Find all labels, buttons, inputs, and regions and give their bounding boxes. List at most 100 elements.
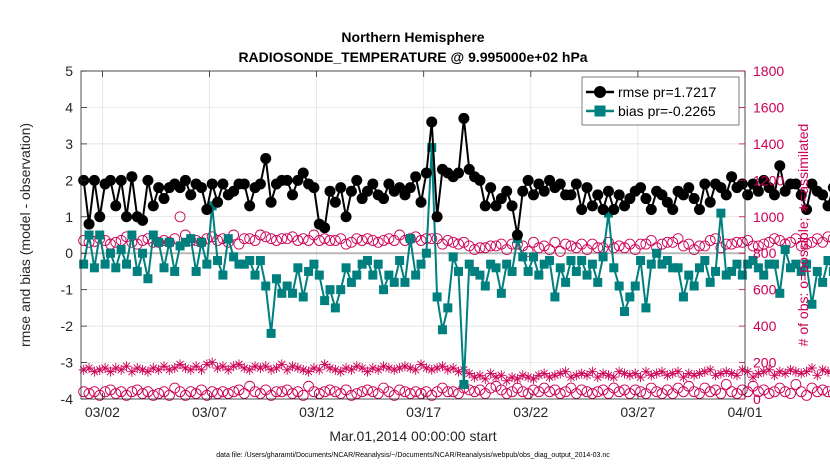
bias-point	[320, 296, 330, 306]
obs-possible-min-point	[335, 388, 347, 399]
asterisk-stroke	[588, 367, 597, 376]
obs-assimilated-point	[126, 366, 137, 377]
bias-point	[207, 201, 217, 211]
asterisk-stroke	[492, 373, 500, 381]
obs-possible-min-point	[635, 386, 647, 398]
asterisk-stroke	[615, 367, 623, 376]
obs-possible-min-point	[313, 388, 325, 399]
obs-possible-min-point	[137, 388, 149, 399]
obs-possible-min-point	[249, 386, 261, 398]
obs-possible-min-point	[661, 384, 673, 396]
x-axis-label: Mar.01,2014 00:00:00 start	[329, 428, 496, 444]
bias-point	[138, 248, 148, 258]
bias-point	[759, 270, 769, 280]
rmse-point	[511, 229, 523, 241]
obs-possible-point	[372, 236, 384, 248]
bias-point	[400, 277, 410, 287]
obs-assimilated-point	[748, 372, 759, 383]
bias-point	[277, 288, 287, 298]
obs-possible-min-point	[817, 384, 829, 396]
obs-possible-min-point	[469, 386, 481, 398]
obs-possible-min-point	[169, 382, 181, 394]
asterisk-stroke	[208, 358, 217, 367]
obs-possible-min-point	[704, 386, 716, 398]
y-tick-label: -2	[61, 318, 74, 334]
y-tick-label: -3	[61, 355, 74, 371]
obs-possible-min-point	[485, 382, 497, 394]
asterisk-stroke	[192, 362, 200, 371]
y2-tick-label: 600	[753, 282, 777, 298]
bias-point	[828, 266, 830, 276]
obs-possible-point	[378, 235, 389, 246]
rmse-point	[667, 203, 679, 215]
obs-possible-min-point	[806, 382, 818, 394]
bias-point	[148, 230, 158, 240]
bias-point	[614, 281, 624, 291]
obs-assimilated-point	[640, 366, 651, 377]
asterisk-stroke	[476, 371, 484, 380]
asterisk-stroke	[824, 369, 830, 376]
y-tick-label: 2	[65, 172, 73, 188]
asterisk-stroke	[759, 367, 768, 376]
rmse-point	[581, 182, 593, 194]
obs-possible-point	[747, 240, 759, 252]
bias-point	[598, 252, 608, 262]
asterisk-stroke	[203, 360, 211, 369]
obs-possible-min-point	[271, 386, 282, 398]
obs-possible-min-point	[528, 384, 539, 396]
obs-possible-point	[474, 242, 486, 254]
bias-point	[802, 259, 812, 269]
obs-possible-min-point	[201, 389, 213, 401]
obs-possible-point	[586, 238, 598, 250]
asterisk-stroke	[379, 362, 388, 371]
obs-possible-point	[340, 238, 352, 250]
rmse-point	[699, 178, 711, 190]
obs-assimilated-point	[464, 368, 475, 379]
obs-possible-min-point	[790, 378, 802, 390]
obs-possible-point	[137, 235, 149, 246]
bias-point	[261, 281, 271, 291]
rmse-point	[704, 196, 716, 208]
obs-possible-min-point	[608, 382, 620, 394]
obs-possible-min-point	[656, 388, 668, 399]
bias-point	[314, 270, 324, 280]
rmse-point	[527, 189, 539, 201]
obs-possible-point	[694, 240, 705, 252]
obs-possible-min-point	[581, 386, 593, 398]
rmse-point	[115, 174, 127, 186]
bias-point	[325, 285, 335, 295]
obs-possible-min-point	[297, 389, 309, 401]
bias-point	[518, 252, 528, 262]
obs-possible-point	[479, 242, 491, 254]
bias-point	[470, 266, 480, 276]
bias-point	[379, 285, 389, 295]
obs-possible-min-point	[415, 388, 427, 399]
data-file-footnote: data file: /Users/gharamti/Documents/NCA…	[216, 452, 610, 459]
asterisk-stroke	[695, 369, 704, 378]
bias-point	[496, 288, 506, 298]
obs-possible-min-point	[645, 382, 657, 394]
rmse-point	[479, 200, 491, 212]
y-tick-label: 5	[65, 63, 73, 79]
asterisk-stroke	[604, 371, 613, 380]
bias-point	[464, 259, 474, 269]
rmse-point	[244, 200, 256, 212]
rmse-point	[522, 174, 534, 186]
asterisk-stroke	[647, 371, 656, 380]
rmse-point	[185, 189, 197, 201]
bias-point	[143, 274, 153, 284]
obs-possible-min-point	[619, 384, 630, 396]
obs-possible-min-point	[629, 384, 641, 396]
obs-assimilated-point	[260, 361, 271, 372]
rmse-point	[554, 178, 566, 190]
bias-point	[539, 259, 549, 269]
asterisk-stroke	[122, 362, 131, 371]
bias-point	[678, 292, 688, 302]
bias-point	[154, 237, 164, 247]
obs-assimilated-point	[217, 361, 228, 372]
bias-point	[711, 266, 721, 276]
asterisk-stroke	[390, 366, 399, 374]
asterisk-stroke	[572, 371, 581, 380]
bias-point	[555, 263, 565, 273]
asterisk-stroke	[267, 366, 275, 374]
